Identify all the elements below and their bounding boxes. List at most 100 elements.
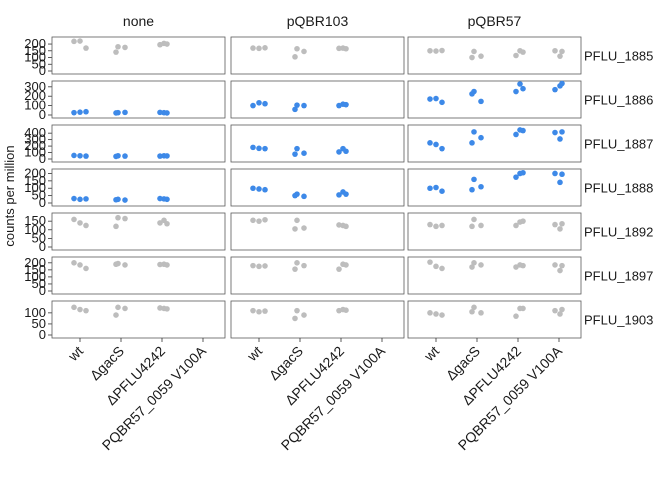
data-point-3-2-11 — [557, 179, 563, 186]
data-point-3-1-1 — [256, 186, 262, 192]
y-tick-label-4-1: 50 — [32, 230, 46, 245]
data-point-6-0-2 — [83, 307, 89, 314]
y-tick-label-6-2: 100 — [24, 305, 46, 320]
data-point-0-2-0 — [427, 47, 433, 54]
y-tick-label-3-3: 150 — [24, 173, 46, 188]
data-point-6-1-4 — [301, 312, 307, 318]
y-tick-label-0-0: 0 — [39, 63, 46, 78]
data-point-5-2-10 — [552, 262, 558, 268]
row-label-6: PFLU_1903 — [584, 313, 653, 328]
data-point-2-2-1 — [433, 141, 439, 148]
data-point-1-1-3 — [294, 102, 300, 108]
data-point-4-1-7 — [343, 223, 349, 230]
data-point-3-2-5 — [469, 186, 475, 193]
y-tick-label-0-1: 50 — [32, 56, 46, 71]
row-label-3: PFLU_1888 — [584, 181, 653, 196]
data-point-0-0-2 — [83, 45, 89, 51]
data-point-5-2-9 — [559, 262, 565, 269]
data-point-4-0-4 — [122, 215, 128, 222]
data-point-4-0-8 — [157, 220, 163, 226]
row-label-5: PFLU_1897 — [584, 269, 653, 284]
data-point-2-0-0 — [71, 152, 77, 159]
data-point-4-1-5 — [292, 226, 298, 232]
data-point-0-2-4 — [478, 53, 484, 59]
y-tick-label-4-3: 150 — [24, 213, 46, 228]
data-point-2-1-7 — [343, 148, 349, 155]
data-point-1-0-0 — [71, 109, 77, 116]
data-point-5-2-4 — [478, 262, 484, 268]
data-point-2-1-3 — [294, 145, 300, 152]
panel-4-2 — [407, 212, 582, 251]
data-point-4-2-4 — [478, 222, 484, 229]
data-point-5-1-1 — [256, 263, 262, 270]
data-point-0-0-0 — [71, 38, 77, 45]
y-tick-label-2-4: 400 — [24, 125, 46, 140]
data-point-4-2-11 — [557, 226, 563, 232]
data-point-5-1-7 — [343, 262, 349, 268]
data-point-2-0-4 — [122, 153, 128, 159]
data-point-0-0-7 — [164, 41, 170, 47]
y-tick-label-3-4: 200 — [24, 165, 46, 180]
data-point-0-0-8 — [157, 41, 163, 48]
panel-6-0 — [51, 300, 226, 339]
y-axis-title: counts per million — [2, 145, 17, 246]
data-point-3-2-9 — [559, 171, 565, 178]
data-point-0-1-8 — [336, 45, 342, 52]
data-point-2-1-5 — [292, 151, 298, 157]
data-point-5-1-2 — [262, 263, 268, 269]
data-point-4-1-4 — [301, 225, 307, 231]
data-point-1-2-4 — [478, 98, 484, 105]
data-point-4-2-0 — [427, 221, 433, 228]
data-point-3-1-2 — [262, 186, 268, 193]
data-point-3-0-7 — [164, 196, 170, 203]
row-label-4: PFLU_1892 — [584, 225, 653, 240]
data-point-2-0-5 — [113, 153, 119, 160]
data-point-1-1-1 — [256, 99, 262, 106]
data-point-3-1-8 — [336, 192, 342, 198]
facet-title-2: pQBR57 — [468, 13, 522, 29]
data-point-1-0-7 — [164, 110, 170, 116]
data-point-6-0-3 — [115, 304, 121, 311]
data-point-4-2-10 — [552, 221, 558, 228]
x-tick-label-1-0: wt — [243, 343, 265, 365]
data-point-6-2-10 — [552, 307, 558, 314]
data-point-0-2-2 — [439, 47, 445, 54]
data-point-2-2-11 — [557, 136, 563, 142]
data-point-1-2-5 — [469, 91, 475, 97]
data-point-2-1-4 — [301, 150, 307, 156]
y-tick-label-4-0: 0 — [39, 239, 46, 254]
data-point-5-0-4 — [122, 262, 128, 268]
data-point-6-0-1 — [77, 306, 83, 313]
data-point-6-2-11 — [557, 311, 563, 317]
data-point-4-0-2 — [83, 222, 89, 229]
data-point-3-2-10 — [552, 170, 558, 177]
data-point-2-2-9 — [559, 129, 565, 135]
y-tick-label-0-4: 200 — [24, 36, 46, 51]
data-point-6-0-4 — [122, 305, 128, 312]
data-point-5-0-5 — [113, 261, 119, 268]
data-point-4-0-3 — [115, 214, 121, 221]
data-point-1-1-8 — [336, 102, 342, 109]
data-point-6-1-0 — [250, 307, 256, 314]
data-point-6-2-7 — [520, 305, 526, 312]
y-tick-label-5-2: 100 — [24, 269, 46, 284]
data-point-6-2-1 — [433, 311, 439, 317]
data-point-1-1-5 — [292, 106, 298, 113]
data-point-0-1-3 — [294, 45, 300, 52]
y-tick-label-0-3: 150 — [24, 43, 46, 58]
data-point-3-1-4 — [301, 193, 307, 200]
data-point-0-2-11 — [557, 53, 563, 59]
data-point-0-2-1 — [433, 48, 439, 54]
data-point-1-1-7 — [343, 101, 349, 108]
data-point-2-2-10 — [552, 129, 558, 136]
data-point-1-0-1 — [77, 109, 83, 115]
data-point-6-2-3 — [471, 304, 477, 311]
data-point-4-1-3 — [294, 217, 300, 224]
data-point-0-1-4 — [301, 48, 307, 55]
data-point-4-1-8 — [336, 222, 342, 228]
data-point-4-0-7 — [164, 220, 170, 227]
data-point-1-2-1 — [433, 95, 439, 102]
data-point-2-2-7 — [520, 127, 526, 134]
data-point-3-0-0 — [71, 195, 77, 202]
